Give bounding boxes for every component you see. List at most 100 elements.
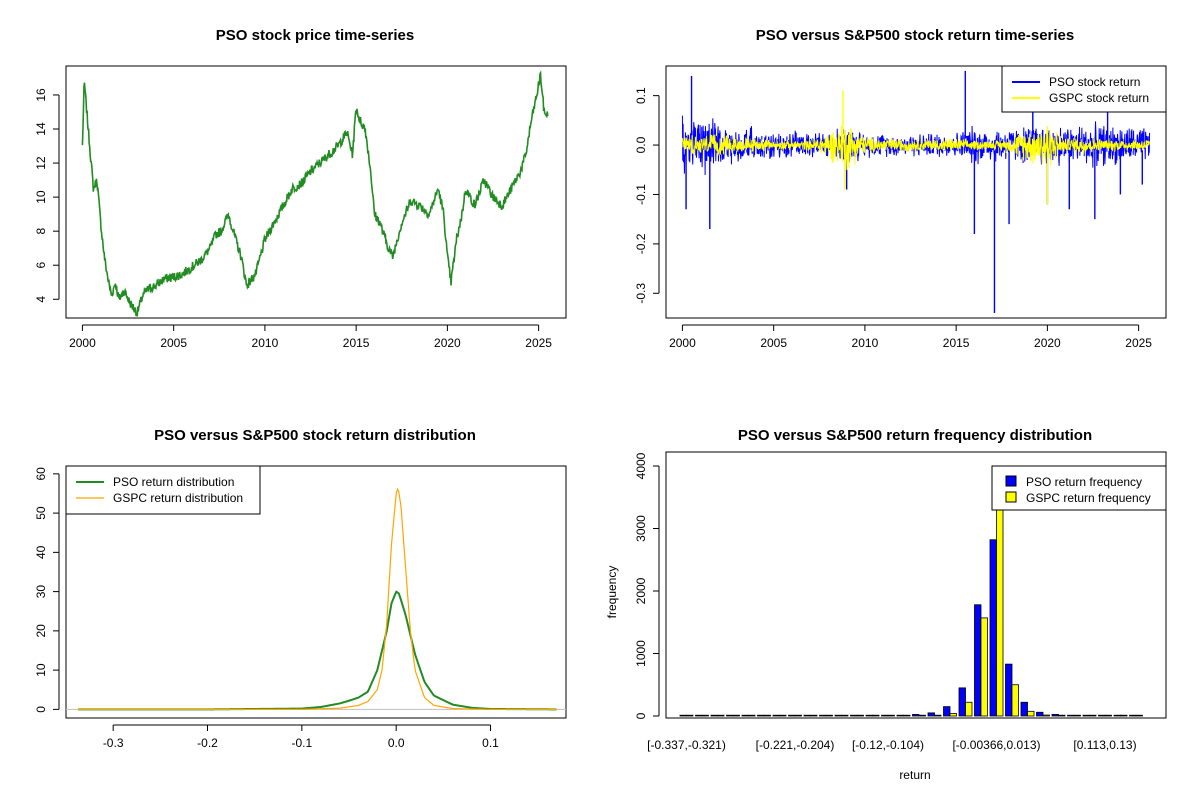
pso-frequency-bar bbox=[834, 714, 842, 717]
returns-axes: 2000 2005 2010 2015 2020 2025 -0.3 -0.2 -0.1 0.0 0… bbox=[634, 87, 1152, 350]
y-tick-label: 50 bbox=[34, 506, 48, 520]
histogram-legend: PSO return frequency GSPC return frequen… bbox=[991, 465, 1167, 511]
gspc-frequency-bar bbox=[1027, 710, 1035, 717]
x-tick-label: [-0.337,-0.321) bbox=[647, 738, 726, 752]
gspc-frequency-bar bbox=[918, 714, 926, 717]
x-tick-label: 2020 bbox=[1034, 336, 1061, 350]
y-tick-label: 10 bbox=[34, 663, 48, 677]
price-line bbox=[81, 70, 549, 317]
y-tick-label: 0 bbox=[634, 712, 648, 719]
gspc-frequency-bar bbox=[701, 714, 709, 717]
x-tick-label: 2000 bbox=[669, 336, 696, 350]
density-legend-gspc: GSPC return distribution bbox=[113, 491, 243, 505]
y-tick-label: 12 bbox=[34, 156, 48, 170]
y-tick-label: -0.2 bbox=[634, 233, 648, 254]
x-tick-label: 0.0 bbox=[388, 736, 405, 750]
y-tick-label: -0.1 bbox=[634, 184, 648, 205]
y-tick-label: 0.1 bbox=[634, 87, 648, 104]
histogram-xlabel: return bbox=[899, 768, 930, 782]
x-tick-label: [-0.00366,0.013) bbox=[952, 738, 1040, 752]
pso-frequency-bar bbox=[772, 714, 780, 717]
gspc-frequency-bar bbox=[810, 714, 818, 717]
x-tick-label: [-0.221,-0.204) bbox=[756, 738, 835, 752]
returns-plot-frame bbox=[665, 65, 1167, 319]
gspc-frequency-bar bbox=[903, 714, 911, 717]
y-tick-label: 20 bbox=[34, 624, 48, 638]
gspc-frequency-bar bbox=[763, 714, 771, 717]
gspc-frequency-bar bbox=[732, 714, 740, 717]
returns-title: PSO versus S&P500 stock return time-seri… bbox=[756, 27, 1075, 44]
gspc-frequency-bar bbox=[980, 617, 988, 717]
gspc-frequency-bar bbox=[949, 713, 957, 717]
x-tick-label: 2005 bbox=[760, 336, 787, 350]
x-tick-label: 2010 bbox=[252, 336, 279, 350]
gspc-frequency-bar bbox=[872, 714, 880, 717]
pso-frequency-bar bbox=[1098, 714, 1106, 717]
y-tick-label: 0.0 bbox=[634, 136, 648, 153]
histogram-plot-frame bbox=[665, 451, 1167, 719]
x-tick-label: -0.1 bbox=[292, 736, 313, 750]
pso-frequency-bar bbox=[912, 714, 920, 717]
pso-frequency-bar bbox=[695, 714, 703, 717]
pso-frequency-bar bbox=[896, 714, 904, 717]
density-legend: PSO return distribution GSPC return dist… bbox=[65, 465, 261, 515]
y-tick-label: 16 bbox=[34, 88, 48, 102]
gspc-return-line bbox=[681, 125, 1151, 171]
gspc-frequency-bar bbox=[1011, 684, 1019, 717]
gspc-frequency-bar bbox=[825, 714, 833, 717]
price-axes: 2000 2005 2010 2015 2020 2025 4 6 8 10 12 14 16 bbox=[34, 88, 552, 350]
gspc-frequency-bar bbox=[1073, 714, 1081, 717]
histogram-ylabel: frequency bbox=[605, 566, 619, 619]
returns-series bbox=[681, 70, 1151, 314]
price-title: PSO stock price time-series bbox=[216, 27, 414, 44]
y-tick-label: 1000 bbox=[634, 640, 648, 667]
returns-panel: PSO versus S&P500 stock return time-seri… bbox=[634, 27, 1167, 350]
histogram-legend-pso: PSO return frequency bbox=[1026, 475, 1142, 489]
y-tick-label: 6 bbox=[34, 262, 48, 269]
x-tick-label: 0.1 bbox=[482, 736, 499, 750]
y-tick-label: 4000 bbox=[634, 452, 648, 479]
y-tick-label: 4 bbox=[34, 296, 48, 303]
gspc-density-line bbox=[78, 487, 557, 710]
gspc-frequency-bar bbox=[794, 714, 802, 717]
y-tick-label: 60 bbox=[34, 467, 48, 481]
pso-frequency-bar bbox=[1051, 714, 1059, 717]
pso-frequency-bar bbox=[943, 706, 951, 717]
x-tick-label: [-0.12,-0.104) bbox=[852, 738, 924, 752]
density-panel: PSO versus S&P500 stock return distribut… bbox=[34, 427, 567, 750]
gspc-frequency-bar bbox=[779, 714, 787, 717]
x-tick-label: 2025 bbox=[525, 336, 552, 350]
gspc-frequency-bar bbox=[887, 714, 895, 717]
y-tick-label: 3000 bbox=[634, 515, 648, 542]
y-tick-label: 2000 bbox=[634, 577, 648, 604]
pso-frequency-bar bbox=[726, 714, 734, 717]
y-tick-label: 40 bbox=[34, 545, 48, 559]
gspc-frequency-bar bbox=[934, 714, 942, 717]
price-plot-frame bbox=[65, 65, 567, 319]
y-tick-label: -0.3 bbox=[634, 283, 648, 304]
x-tick-label: -0.2 bbox=[197, 736, 218, 750]
pso-density-line bbox=[78, 590, 557, 711]
x-tick-label: 2025 bbox=[1125, 336, 1152, 350]
y-tick-label: 30 bbox=[34, 585, 48, 599]
gspc-frequency-bar bbox=[1135, 714, 1143, 717]
histogram-axes: 0 1000 2000 3000 4000 [-0.337,-0.321) [-0.221,… bbox=[634, 452, 1137, 752]
x-tick-label: 2015 bbox=[343, 336, 370, 350]
gspc-frequency-bar bbox=[1089, 714, 1097, 717]
pso-frequency-bar bbox=[1020, 701, 1028, 717]
returns-legend-pso: PSO stock return bbox=[1049, 75, 1140, 89]
gspc-frequency-bar bbox=[1058, 714, 1066, 717]
gspc-frequency-bar bbox=[856, 714, 864, 717]
pso-frequency-bar bbox=[679, 714, 687, 717]
x-tick-label: 2005 bbox=[160, 336, 187, 350]
y-tick-label: 10 bbox=[34, 190, 48, 204]
pso-frequency-bar bbox=[1082, 714, 1090, 717]
pso-frequency-bar bbox=[850, 714, 858, 717]
gspc-frequency-bar bbox=[1104, 714, 1112, 717]
density-title: PSO versus S&P500 stock return distribut… bbox=[154, 427, 476, 444]
pso-frequency-bar bbox=[865, 714, 873, 717]
x-tick-label: 2020 bbox=[434, 336, 461, 350]
pso-frequency-bar bbox=[927, 712, 935, 717]
gspc-frequency-bar bbox=[841, 714, 849, 717]
